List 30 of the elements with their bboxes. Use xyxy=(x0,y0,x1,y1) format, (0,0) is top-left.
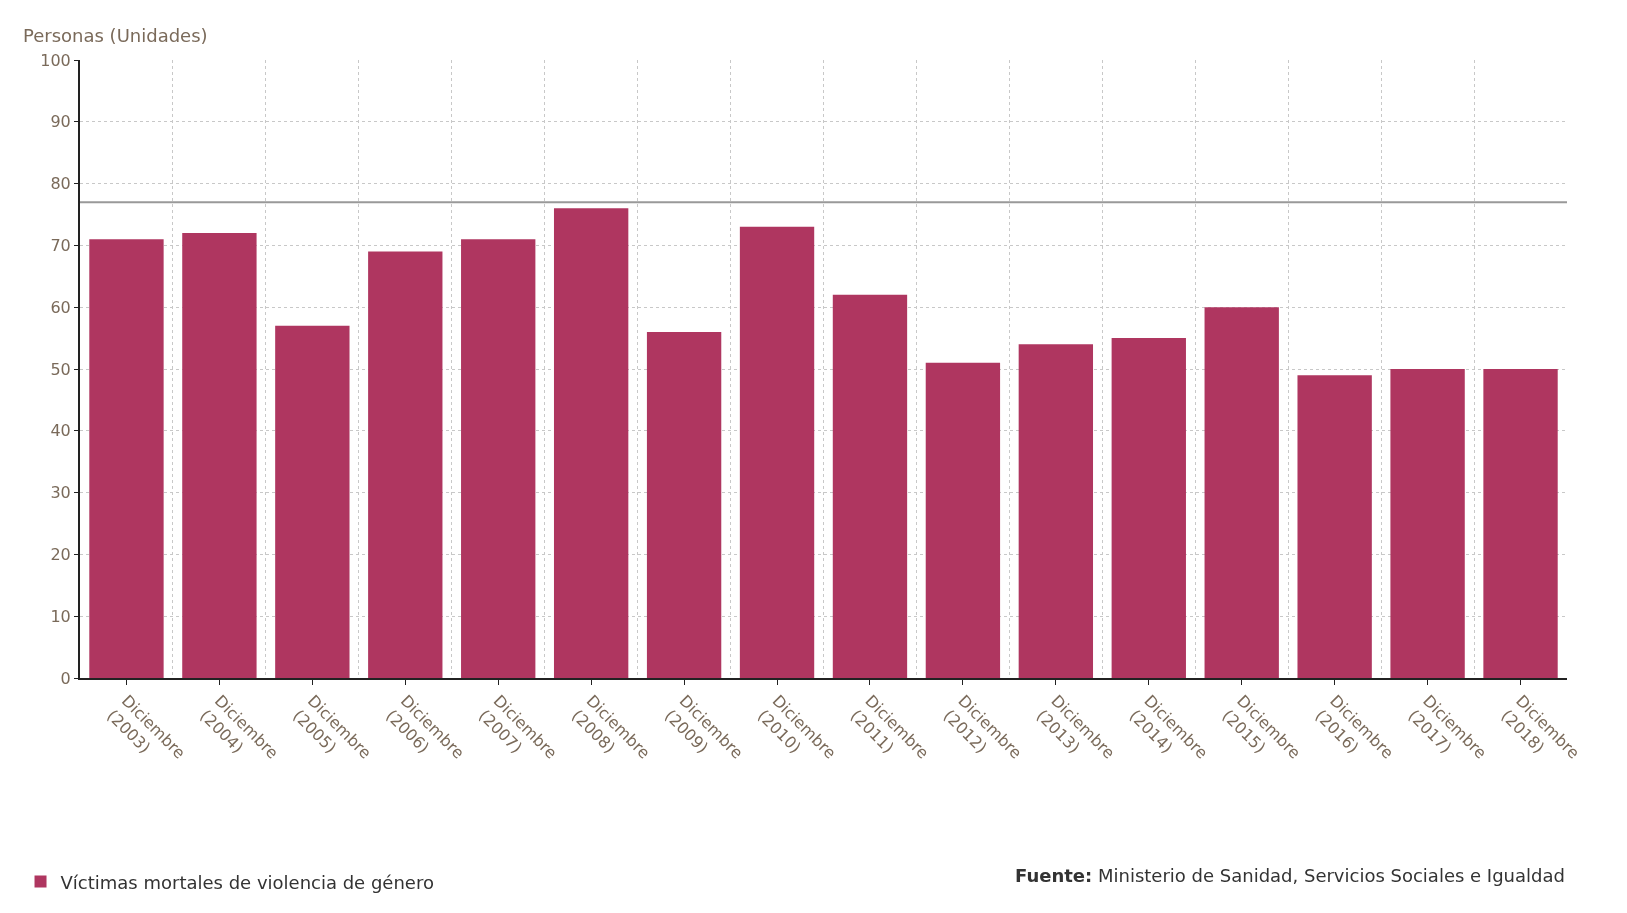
bar xyxy=(368,251,443,678)
y-tick-label: 20 xyxy=(50,545,71,564)
bar xyxy=(461,239,536,678)
text: Fuente: Ministerio de Sanidad, Servicios Sociales e Igualdad xyxy=(1015,865,1565,886)
bar xyxy=(832,294,908,678)
y-tick-label: 60 xyxy=(50,297,71,317)
bar xyxy=(646,331,722,678)
bar xyxy=(739,226,815,678)
legend-label: Víctimas mortales de violencia de género xyxy=(60,871,434,893)
y-tick-label: 30 xyxy=(50,483,71,503)
bar xyxy=(1483,369,1558,678)
bar xyxy=(925,362,1001,678)
bar xyxy=(182,233,257,678)
bar xyxy=(89,239,164,678)
y-axis-title: Personas (Unidades) xyxy=(23,25,208,46)
bar xyxy=(1111,338,1186,678)
bar xyxy=(1297,375,1372,678)
y-tick-label: 40 xyxy=(50,421,71,441)
bar xyxy=(553,208,629,678)
y-tick-label: 90 xyxy=(50,112,71,132)
y-tick-label: 0 xyxy=(60,668,71,688)
bar xyxy=(1204,307,1279,678)
y-tick-label: 100 xyxy=(40,50,71,70)
y-tick-label: 80 xyxy=(50,174,71,194)
y-tick-label: 10 xyxy=(50,606,71,626)
bar xyxy=(275,325,350,678)
y-tick-label: 50 xyxy=(50,359,71,379)
bar xyxy=(1390,369,1465,678)
y-tick-label: 70 xyxy=(50,236,71,255)
bar xyxy=(1018,344,1094,678)
